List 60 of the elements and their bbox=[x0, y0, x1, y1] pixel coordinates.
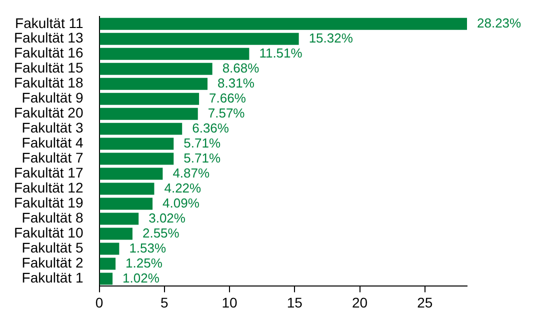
bar bbox=[100, 258, 116, 270]
x-tick-label: 10 bbox=[222, 294, 238, 310]
y-tick-label: Fakultät 20 bbox=[14, 104, 84, 121]
y-tick-label: Fakultät 13 bbox=[14, 30, 84, 46]
data-label: 4.09% bbox=[162, 195, 200, 210]
bar bbox=[100, 198, 153, 210]
data-label: 6.36% bbox=[192, 120, 230, 136]
data-label: 7.57% bbox=[208, 105, 246, 120]
y-tick-label: Fakultät 10 bbox=[14, 224, 84, 241]
data-label: 8.31% bbox=[218, 75, 255, 90]
data-label: 1.25% bbox=[126, 255, 163, 270]
data-label: 5.71% bbox=[184, 135, 221, 150]
x-tick-label: 0 bbox=[95, 294, 104, 310]
bar bbox=[100, 168, 163, 180]
x-tick-label: 15 bbox=[286, 294, 303, 310]
bar bbox=[100, 138, 174, 150]
bar bbox=[100, 48, 250, 60]
data-label: 3.02% bbox=[148, 210, 186, 226]
y-tick-label: Fakultät 5 bbox=[22, 240, 84, 256]
data-label: 2.55% bbox=[142, 225, 180, 240]
y-tick-label: Fakultät 11 bbox=[15, 14, 84, 31]
data-label: 15.32% bbox=[308, 30, 354, 46]
bar bbox=[100, 182, 154, 195]
data-label: 5.71% bbox=[184, 150, 221, 166]
y-tick-label: Fakultät 7 bbox=[22, 150, 84, 166]
y-tick-label: Fakultät 8 bbox=[22, 210, 84, 226]
y-tick-label: Fakultät 2 bbox=[22, 254, 84, 271]
x-tick-label: 5 bbox=[160, 294, 168, 310]
y-tick-label: Fakultät 19 bbox=[14, 194, 84, 211]
bar bbox=[100, 32, 299, 45]
bar bbox=[100, 18, 467, 30]
bar bbox=[100, 152, 174, 165]
y-tick-label: Fakultät 16 bbox=[14, 44, 84, 61]
y-tick-label: Fakultät 18 bbox=[14, 74, 84, 91]
bar bbox=[100, 108, 198, 120]
bar bbox=[100, 92, 200, 105]
data-label: 1.02% bbox=[122, 270, 160, 286]
bar bbox=[100, 62, 212, 75]
y-tick-label: Fakultät 17 bbox=[14, 164, 84, 181]
y-tick-label: Fakultät 9 bbox=[22, 90, 84, 106]
y-tick-label: Fakultät 15 bbox=[14, 60, 84, 76]
y-tick-label: Fakultät 1 bbox=[22, 270, 84, 286]
bar bbox=[100, 242, 120, 255]
data-label: 11.51% bbox=[259, 45, 303, 60]
data-label: 4.87% bbox=[172, 165, 210, 180]
bar bbox=[100, 228, 132, 240]
data-label: 28.23% bbox=[477, 15, 522, 30]
y-tick-label: Fakultät 4 bbox=[22, 134, 84, 151]
x-tick-label: 20 bbox=[352, 294, 368, 310]
bar bbox=[100, 212, 139, 225]
y-tick-label: Fakultät 12 bbox=[14, 180, 84, 196]
data-label: 7.66% bbox=[209, 90, 246, 106]
bar bbox=[100, 78, 208, 90]
bar bbox=[100, 272, 113, 285]
x-tick-label: 25 bbox=[417, 294, 433, 310]
data-label: 1.53% bbox=[129, 240, 166, 256]
bar bbox=[100, 122, 182, 135]
data-label: 4.22% bbox=[164, 180, 202, 196]
y-tick-label: Fakultät 3 bbox=[22, 120, 84, 136]
data-label: 8.68% bbox=[222, 60, 260, 76]
